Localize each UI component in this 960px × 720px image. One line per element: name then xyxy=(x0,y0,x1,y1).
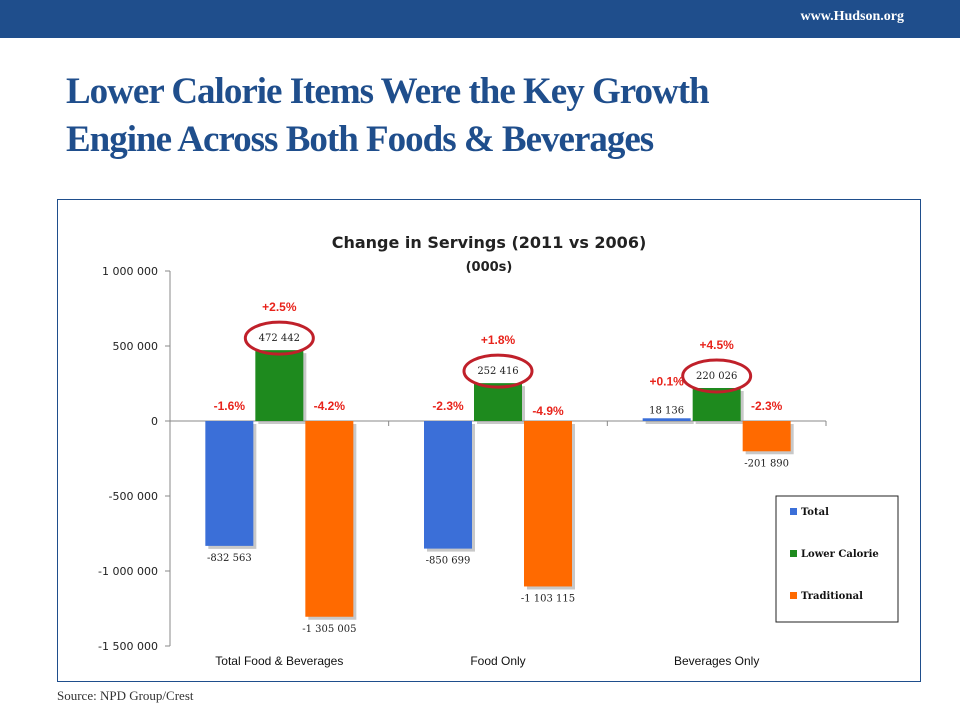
bar-shadow xyxy=(645,421,694,424)
slide-title: Lower Calorie Items Were the Key Growth … xyxy=(66,68,926,164)
header-bar: www.Hudson.org xyxy=(0,0,960,38)
bar-chart: Change in Servings (2011 vs 2006) (000s) 1… xyxy=(98,233,899,668)
y-tick-label: 500 000 xyxy=(113,340,159,353)
highlight-circle xyxy=(681,358,753,394)
bar-total xyxy=(424,421,472,549)
bar-total xyxy=(642,418,691,421)
chart-subtitle: (000s) xyxy=(466,260,513,275)
slide-title-line-2: Engine Across Both Foods & Beverages xyxy=(66,119,654,160)
legend-box xyxy=(775,495,899,623)
category-label: Beverages Only xyxy=(674,654,759,668)
percent-label: -4.2% xyxy=(314,399,346,413)
percent-label: +1.8% xyxy=(481,333,516,347)
value-label: 220 026 xyxy=(696,371,737,382)
y-tick-label: 0 xyxy=(151,415,158,428)
bar-lower-calorie xyxy=(255,350,304,421)
bar-traditional xyxy=(742,421,791,452)
category-label: Total Food & Beverages xyxy=(215,654,343,668)
percent-label: -1.6% xyxy=(214,399,246,413)
value-label: -850 699 xyxy=(426,556,471,567)
site-url[interactable]: www.Hudson.org xyxy=(800,9,904,24)
percent-label: -2.3% xyxy=(432,399,464,413)
value-label: -1 305 005 xyxy=(302,624,356,635)
value-label: -832 563 xyxy=(207,553,252,564)
percent-label: -2.3% xyxy=(751,399,783,413)
y-tick-label: -1 500 000 xyxy=(98,640,158,653)
highlight-circle xyxy=(243,320,315,356)
chart-title: Change in Servings (2011 vs 2006) xyxy=(332,233,647,252)
value-label: 252 416 xyxy=(477,366,518,377)
value-label: -201 890 xyxy=(744,458,789,469)
legend-swatch xyxy=(790,592,797,599)
bar-total xyxy=(205,421,254,546)
bar-traditional xyxy=(305,421,354,617)
percent-label: +2.5% xyxy=(262,300,297,314)
bar-lower-calorie xyxy=(692,387,741,421)
y-tick-label: -1 000 000 xyxy=(98,565,158,578)
chart-frame: Change in Servings (2011 vs 2006) (000s) 1… xyxy=(57,199,921,682)
percent-label: +4.5% xyxy=(699,338,734,352)
legend-label: Total xyxy=(801,507,829,518)
percent-label: +0.1% xyxy=(649,374,684,388)
legend-label: Traditional xyxy=(801,591,863,602)
y-tick-label: -500 000 xyxy=(109,490,158,503)
legend-swatch xyxy=(790,550,797,557)
value-label: -1 103 115 xyxy=(521,593,575,604)
y-tick-label: 1 000 000 xyxy=(102,265,158,278)
category-label: Food Only xyxy=(470,654,525,668)
legend-label: Lower Calorie xyxy=(801,549,879,560)
highlight-circle xyxy=(462,353,534,389)
slide-title-line-1: Lower Calorie Items Were the Key Growth xyxy=(66,71,710,112)
bar-traditional xyxy=(524,421,572,587)
percent-label: -4.9% xyxy=(532,404,564,418)
source-note: Source: NPD Group/Crest xyxy=(57,688,194,703)
legend-swatch xyxy=(790,508,797,515)
value-label: 18 136 xyxy=(649,405,684,416)
value-label: 472 442 xyxy=(259,333,300,344)
bar-lower-calorie xyxy=(474,383,522,421)
